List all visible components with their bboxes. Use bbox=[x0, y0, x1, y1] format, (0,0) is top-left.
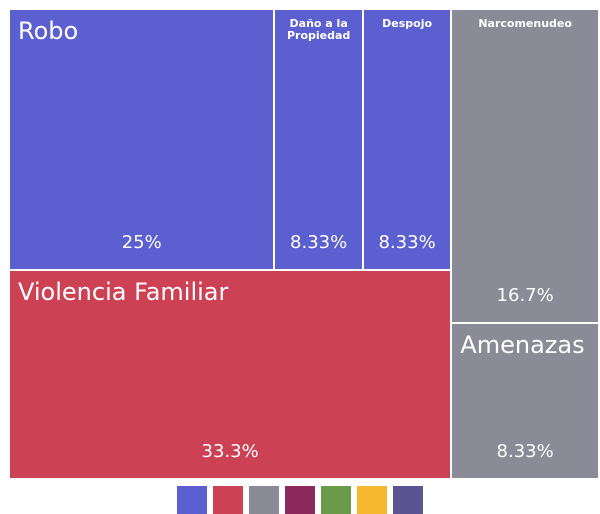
legend-swatch bbox=[213, 486, 243, 514]
legend-swatch bbox=[357, 486, 387, 514]
legend-swatch bbox=[177, 486, 207, 514]
value-label: 8.33% bbox=[496, 440, 554, 462]
value-label: 8.33% bbox=[378, 232, 436, 254]
treemap-cell: Amenazas 8.33% bbox=[452, 323, 598, 478]
cell-label: Robo bbox=[18, 17, 79, 45]
value-label: 8.33% bbox=[290, 232, 348, 254]
value-label: 16.7% bbox=[496, 284, 554, 306]
treemap-cell: Daño a la Propiedad 8.33% bbox=[275, 10, 362, 270]
treemap-cell: Narcomenudeo 16.7% bbox=[452, 10, 598, 322]
legend-swatch bbox=[285, 486, 315, 514]
value-label: 25% bbox=[121, 232, 162, 254]
cell-label: Amenazas bbox=[460, 330, 585, 359]
cell-label: Narcomenudeo bbox=[478, 17, 572, 30]
legend-swatch bbox=[249, 486, 279, 514]
legend-swatch bbox=[321, 486, 351, 514]
treemap-cell: Despojo 8.33% bbox=[363, 10, 451, 270]
cell-label: Despojo bbox=[382, 17, 433, 30]
treemap-cell: Robo 25% bbox=[10, 10, 274, 270]
value-label: 33.3% bbox=[201, 440, 259, 462]
cell-label: Daño a la Propiedad bbox=[286, 17, 351, 43]
cell-label: Violencia Familiar bbox=[18, 278, 229, 307]
treemap-cell: Violencia Familiar 33.3% bbox=[10, 271, 451, 478]
legend-swatch bbox=[393, 486, 423, 514]
